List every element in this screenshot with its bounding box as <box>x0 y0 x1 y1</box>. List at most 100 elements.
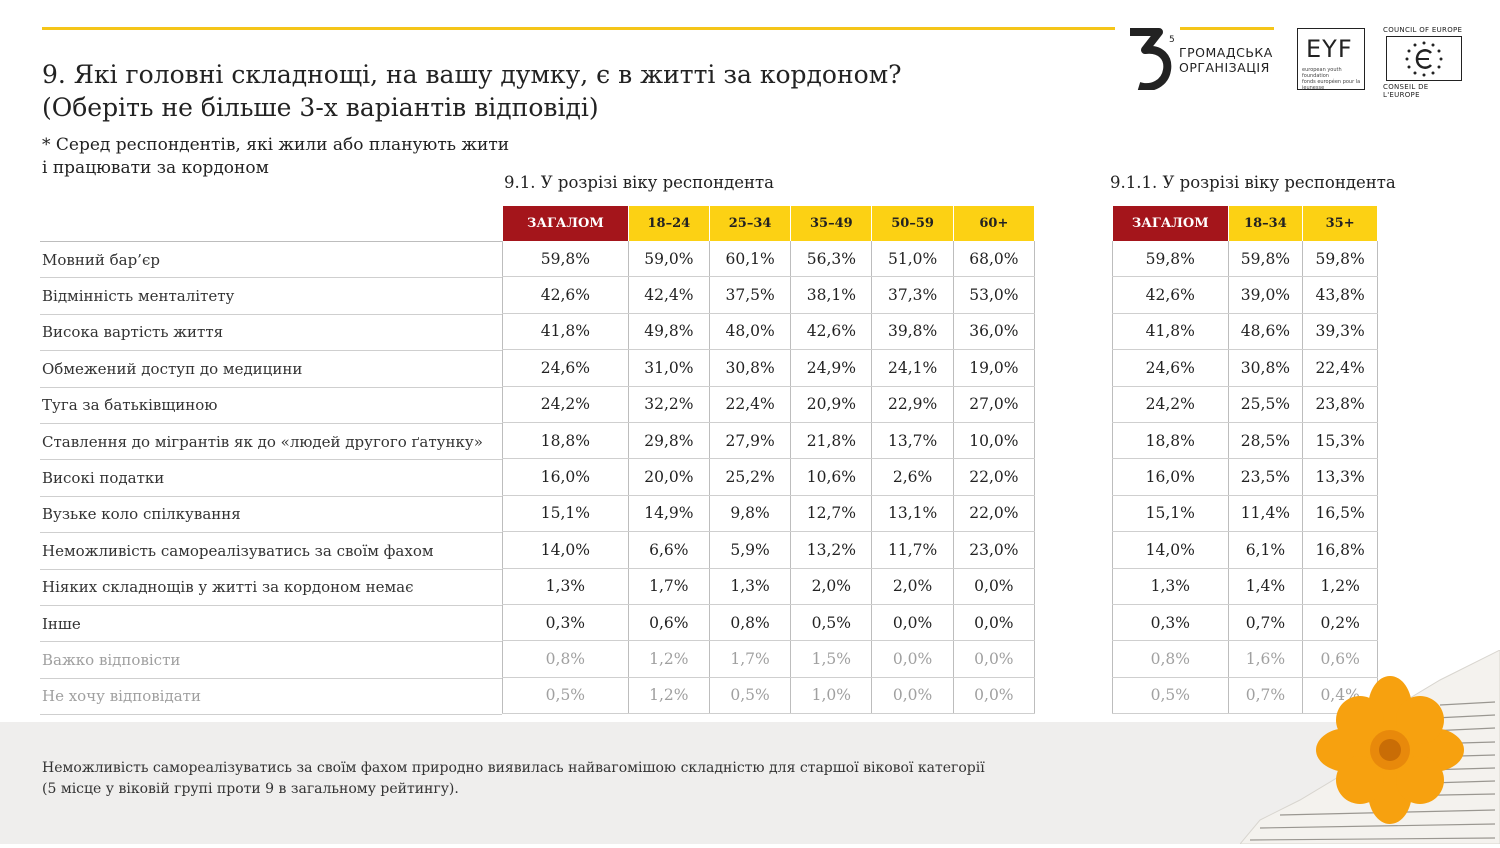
table-cell: 2,6% <box>871 458 954 496</box>
footer-line-1: Неможливість самореалізуватись за своїм … <box>42 760 985 776</box>
table-row: 18,8% 28,5% 15,3% <box>1112 422 1378 460</box>
table-cell: 16,8% <box>1302 531 1378 569</box>
coe-top-text: COUNCIL OF EUROPE <box>1383 26 1463 34</box>
table-cell: 21,8% <box>790 422 873 460</box>
table-cell: 0,5% <box>1112 677 1229 715</box>
table-cell: 22,4% <box>1302 349 1378 387</box>
row-label: Вузьке коло спілкування <box>40 496 502 534</box>
table-row: 24,2% 25,5% 23,8% <box>1112 386 1378 423</box>
footer-panel <box>0 722 1500 844</box>
table-row: 41,8% 48,6% 39,3% <box>1112 313 1378 351</box>
table-cell: 29,8% <box>627 422 710 460</box>
table-cell: 24,6% <box>1112 349 1229 387</box>
coe-bottom-text: CONSEIL DE L'EUROPE <box>1383 83 1429 99</box>
table-row: 24,6% 31,0% 30,8% 24,9% 24,1% 19,0% <box>502 349 1036 387</box>
table-cell: 1,2% <box>627 640 710 678</box>
table-cell: 41,8% <box>1112 313 1229 351</box>
table-cell: 0,6% <box>1302 640 1378 678</box>
org-name: ГРОМАДСЬКА ОРГАНІЗАЦІЯ <box>1179 45 1273 75</box>
org-logo: 5 <box>1127 28 1277 92</box>
table-cell: 0,0% <box>871 604 954 642</box>
table-cell: 15,1% <box>1112 495 1229 533</box>
table-cell: 6,1% <box>1227 531 1304 569</box>
table-cell: 60,1% <box>708 241 792 278</box>
coe-stars-icon <box>1405 41 1443 77</box>
table-cell: 27,9% <box>708 422 792 460</box>
row-label: Важко відповісти <box>40 641 502 679</box>
table-cell: 14,0% <box>1112 531 1229 569</box>
row-label: Високі податки <box>40 459 502 497</box>
table-cell: 0,3% <box>1112 604 1229 642</box>
table-row: Важко відповісти <box>40 641 502 679</box>
row-label: Мовний бар’єр <box>40 241 502 279</box>
table-cell: 22,9% <box>871 386 954 423</box>
table-cell: 1,3% <box>708 568 792 605</box>
table-cell: 14,0% <box>502 531 629 569</box>
table-cell: 0,0% <box>952 640 1036 678</box>
row-label: Висока вартість життя <box>40 314 502 352</box>
column-header-age: 25–34 <box>708 206 792 241</box>
eyf-logo-subtitle: european youth foundation fonds européen… <box>1302 67 1361 91</box>
table-cell: 13,3% <box>1302 458 1378 496</box>
table-cell: 1,3% <box>502 568 629 605</box>
column-header-total: ЗАГАЛОМ <box>1112 206 1229 241</box>
row-labels-header-spacer <box>40 206 502 242</box>
title-line-2: (Оберіть не більше 3-х варіантів відпові… <box>42 93 599 122</box>
table-cell: 1,5% <box>790 640 873 678</box>
age-table-detailed: ЗАГАЛОМ 18–24 25–34 35–49 50–59 60+ 59,8% 59,0… <box>502 206 1036 715</box>
table-row: 1,3% 1,7% 1,3% 2,0% 2,0% 0,0% <box>502 568 1036 605</box>
note-line-2: і працювати за кордоном <box>42 158 269 178</box>
table-cell: 16,0% <box>1112 458 1229 496</box>
table-row: 18,8% 29,8% 27,9% 21,8% 13,7% 10,0% <box>502 422 1036 460</box>
table-cell: 0,6% <box>627 604 710 642</box>
table-cell: 24,9% <box>790 349 873 387</box>
org-35-logo-icon: 5 <box>1130 28 1175 92</box>
table-cell: 16,5% <box>1302 495 1378 533</box>
table-cell: 53,0% <box>952 276 1036 314</box>
table-cell: 1,7% <box>708 640 792 678</box>
column-header-age: 18–34 <box>1227 206 1304 241</box>
table-row: 0,8% 1,2% 1,7% 1,5% 0,0% 0,0% <box>502 640 1036 678</box>
table-cell: 30,8% <box>708 349 792 387</box>
table-cell: 22,4% <box>708 386 792 423</box>
table-row: Обмежений доступ до медицини <box>40 350 502 388</box>
row-label: Ніяких складнощів у житті за кордоном не… <box>40 569 502 606</box>
table-cell: 23,0% <box>952 531 1036 569</box>
table-cell: 39,8% <box>871 313 954 351</box>
row-label: Туга за батьківщиною <box>40 387 502 424</box>
table-cell: 59,8% <box>1112 241 1229 278</box>
table-row: Інше <box>40 605 502 643</box>
table-cell: 5,9% <box>708 531 792 569</box>
table-cell: 18,8% <box>502 422 629 460</box>
table-cell: 68,0% <box>952 241 1036 278</box>
table-cell: 9,8% <box>708 495 792 533</box>
table-cell: 1,7% <box>627 568 710 605</box>
page-title: 9. Які головні складнощі, на вашу думку,… <box>42 58 902 124</box>
table-cell: 0,0% <box>952 568 1036 605</box>
table-cell: 48,0% <box>708 313 792 351</box>
footer-line-2: (5 місце у віковій групі проти 9 в загал… <box>42 781 459 797</box>
table-row: Туга за батьківщиною <box>40 387 502 424</box>
table-cell: 24,1% <box>871 349 954 387</box>
table-cell: 1,4% <box>1227 568 1304 605</box>
table-cell: 2,0% <box>790 568 873 605</box>
row-label: Обмежений доступ до медицини <box>40 350 502 388</box>
table-cell: 0,8% <box>708 604 792 642</box>
row-label: Неможливість самореалізуватись за своїм … <box>40 532 502 570</box>
table-cell: 23,5% <box>1227 458 1304 496</box>
table-cell: 10,6% <box>790 458 873 496</box>
table-cell: 51,0% <box>871 241 954 278</box>
note-line-1: * Серед респондентів, які жили або плану… <box>42 135 510 155</box>
table-row: 59,8% 59,8% 59,8% <box>1112 241 1378 278</box>
table-cell: 1,2% <box>627 677 710 715</box>
table-cell: 0,8% <box>502 640 629 678</box>
column-header-age: 50–59 <box>871 206 954 241</box>
org-name-line-1: ГРОМАДСЬКА <box>1179 45 1273 60</box>
table-cell: 41,8% <box>502 313 629 351</box>
respondents-note: * Серед респондентів, які жили або плану… <box>42 134 509 180</box>
svg-text:5: 5 <box>1169 35 1175 45</box>
table-cell: 30,8% <box>1227 349 1304 387</box>
table-cell: 1,2% <box>1302 568 1378 605</box>
table-cell: 1,3% <box>1112 568 1229 605</box>
footer-conclusion: Неможливість самореалізуватись за своїм … <box>42 758 985 800</box>
